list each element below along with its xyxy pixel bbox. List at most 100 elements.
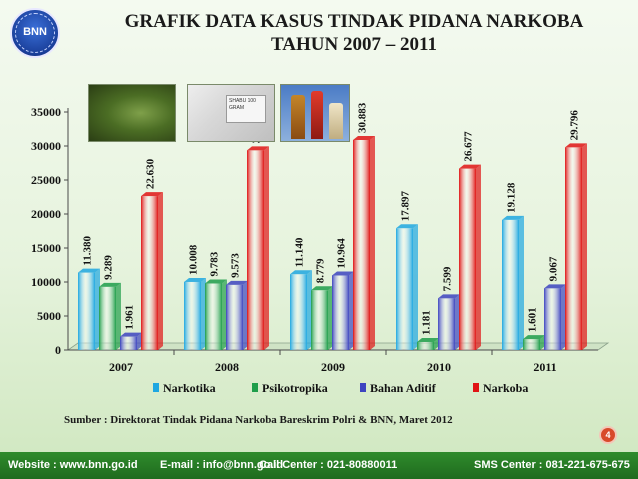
bar-narkoba-2011 [565, 147, 582, 350]
legend-swatch [360, 383, 366, 392]
data-label: 30.883 [357, 102, 369, 133]
bar-side [582, 143, 587, 350]
legend-swatch [153, 383, 159, 392]
y-tick-label: 20000 [31, 207, 61, 221]
bar-bahan-aditif-2008 [226, 284, 243, 350]
bar-top [438, 294, 460, 299]
title-line-2: TAHUN 2007 – 2011 [271, 34, 437, 55]
bar-top [544, 284, 566, 289]
shabu-label: SHABU 100 GRAM [226, 95, 266, 123]
bar-top [396, 224, 418, 229]
bar-psikotropika-2009 [311, 290, 328, 350]
bar-top [502, 215, 524, 220]
bar-top [311, 286, 333, 291]
bar-side [455, 294, 460, 350]
data-label: 26.677 [463, 131, 475, 162]
y-tick-label: 30000 [31, 139, 61, 153]
bar-psikotropika-2008 [205, 283, 222, 350]
bar-side [540, 335, 545, 350]
bar-side [519, 215, 524, 350]
data-label: 11.380 [82, 235, 94, 265]
legend-label: Bahan Aditif [370, 381, 437, 395]
bottle-3 [329, 103, 343, 139]
footer-website[interactable]: Website : www.bnn.go.id [8, 459, 138, 471]
shabu-photo: SHABU 100 GRAM [187, 84, 275, 142]
data-label: 17.897 [400, 191, 412, 222]
bar-top [290, 270, 312, 275]
bar-bahan-aditif-2011 [544, 288, 561, 350]
bar-side [413, 224, 418, 350]
data-label: 22.630 [145, 158, 157, 189]
bar-side [201, 277, 206, 350]
bar-psikotropika-2011 [523, 339, 540, 350]
bar-side [243, 280, 248, 350]
chart-title: GRAFIK DATA KASUS TINDAK PIDANA NARKOBA … [70, 10, 638, 56]
alcohol-bottles-photo [280, 84, 350, 142]
bar-side [158, 192, 163, 350]
bar-top [78, 268, 100, 273]
bar-chart: 0 5000 10000 15000 20000 25000 30000 35000 11.38… [31, 102, 610, 395]
data-label: 9.067 [548, 256, 560, 281]
legend-swatch [252, 383, 258, 392]
bar-side [434, 337, 439, 350]
bar-side [328, 286, 333, 350]
bar-psikotropika-2010 [417, 341, 434, 350]
bar-top [226, 280, 248, 285]
bottle-1 [291, 95, 305, 139]
bar-narkotika-2008 [184, 281, 201, 350]
bar-side [370, 135, 375, 350]
data-label: 8.779 [315, 258, 327, 283]
bar-top [332, 271, 354, 276]
footer-sms-center: SMS Center : 081-221-675-675 [474, 459, 630, 471]
y-tick-label: 15000 [31, 241, 61, 255]
data-label: 29.796 [569, 110, 581, 141]
footer-call-center: Call Center : 021-80880011 [259, 459, 398, 471]
footer-email[interactable]: E-mail : info@bnn.go.id [160, 459, 284, 471]
bar-side [116, 282, 121, 350]
bar-side [222, 279, 227, 350]
bar-narkotika-2009 [290, 274, 307, 350]
bar-psikotropika-2007 [99, 286, 116, 350]
bar-top [353, 135, 375, 140]
bar-narkoba-2010 [459, 168, 476, 350]
bar-top [565, 143, 587, 148]
x-tick-label: 2010 [427, 360, 451, 374]
bar-top [523, 335, 545, 340]
data-label: 1.181 [421, 310, 433, 335]
x-tick-label: 2007 [109, 360, 133, 374]
bar-top [184, 277, 206, 282]
legend-label: Psikotropika [262, 381, 328, 395]
data-label: 9.783 [209, 251, 221, 276]
bar-side [476, 164, 481, 350]
logo-ring [15, 13, 55, 53]
bar-bahan-aditif-2009 [332, 275, 349, 350]
cannabis-photo [88, 84, 176, 142]
page-number: 4 [601, 428, 615, 442]
y-tick-label: 5000 [37, 309, 61, 323]
data-label: 10.964 [336, 238, 348, 269]
y-tick-label: 10000 [31, 275, 61, 289]
legend-label: Narkoba [483, 381, 528, 395]
data-label: 19.128 [506, 182, 518, 213]
bar-narkoba-2009 [353, 139, 370, 350]
data-label: 1.961 [124, 305, 136, 330]
bar-top [459, 164, 481, 169]
bar-top [205, 279, 227, 284]
data-label: 7.599 [442, 266, 454, 291]
bar-side [349, 271, 354, 350]
bar-top [99, 282, 121, 287]
source-note: Sumber : Direktorat Tindak Pidana Narkob… [64, 414, 453, 426]
data-label: 11.140 [294, 237, 306, 267]
bar-side [95, 268, 100, 350]
bar-top [120, 332, 142, 337]
bar-bahan-aditif-2007 [120, 336, 137, 350]
bar-narkotika-2010 [396, 228, 413, 350]
bottle-2 [311, 91, 323, 139]
bar-top [247, 146, 269, 151]
bar-narkotika-2007 [78, 272, 95, 350]
footer-bar: Website : www.bnn.go.id E-mail : info@bn… [0, 452, 638, 479]
x-tick-label: 2009 [321, 360, 345, 374]
bar-top [141, 192, 163, 197]
bar-narkoba-2008 [247, 150, 264, 350]
x-tick-label: 2008 [215, 360, 239, 374]
